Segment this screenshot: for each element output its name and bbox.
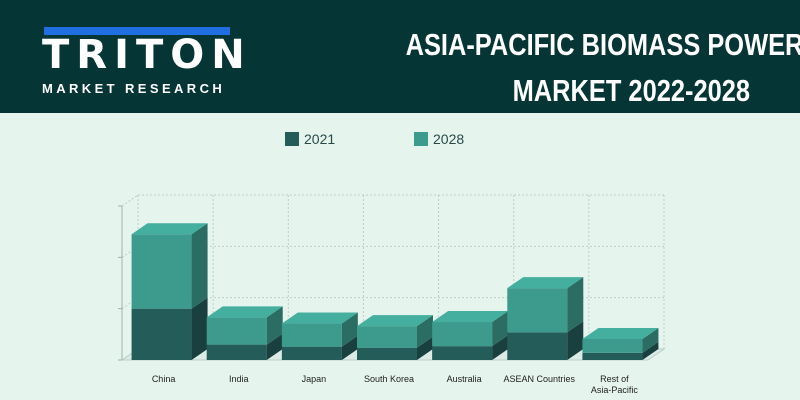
bar-2028-china-top [131, 223, 208, 235]
bar-2021-japan-side [341, 335, 358, 360]
bar-2028-south-korea-side [417, 315, 433, 348]
bar-2028-india-top [206, 306, 283, 318]
bar-2028-india-front [206, 317, 267, 345]
legend-item-2021: 2021 [285, 131, 335, 147]
page-title-line2: MARKET 2022-2028 [512, 73, 750, 108]
bar-2021-australia-front [432, 346, 493, 360]
bar-2028-rest-of-asia-pacific-side [642, 327, 659, 353]
bar-2021-rest-of-asia-pacific-front [582, 352, 643, 360]
x-tick-label: China [152, 374, 176, 384]
page-title-line1: ASIA-PACIFIC BIOMASS POWER [405, 27, 800, 62]
bar-2021-australia-side [492, 335, 509, 360]
header-banner: TRITON MARKET RESEARCH ASIA-PACIFIC BIOM… [0, 0, 800, 113]
logo-wordmark: TRITON [42, 32, 252, 78]
bar-2021-south-korea-front [357, 347, 417, 360]
x-tick-label: Rest of Asia-Pacific [591, 374, 639, 395]
bar-2028-south-korea-front [357, 326, 417, 348]
x-tick-label: Japan [302, 374, 327, 384]
x-tick-label: Australia [447, 374, 482, 384]
bar-2021-china-front [131, 308, 192, 360]
legend-item-2028: 2028 [414, 131, 464, 147]
chart-legend: 2021 2028 [0, 131, 800, 151]
bar-2028-australia-top [432, 311, 509, 323]
bar-2021-asean-countries-front [507, 332, 568, 360]
bar-2028-australia-side [492, 311, 509, 347]
bar-2028-asean-countries-side [567, 277, 584, 333]
bar-2028-china-side [191, 223, 208, 309]
x-tick-label: South Korea [364, 374, 414, 384]
legend-label-2028: 2028 [433, 131, 465, 147]
bar-2021-india-front [206, 344, 267, 360]
bar-2021-india-side [266, 333, 283, 360]
legend-swatch-2028 [414, 132, 428, 146]
bar-2028-south-korea-top [357, 315, 433, 327]
bar-2028-india-side [266, 306, 283, 345]
bar-2028-australia-front [432, 322, 493, 347]
bar-2021-rest-of-asia-pacific-side [642, 341, 659, 360]
x-tick-label: India [229, 374, 249, 384]
bar-2028-rest-of-asia-pacific-top [582, 327, 659, 339]
bar-2028-japan-top [281, 312, 358, 324]
legend-label-2021: 2021 [304, 131, 336, 147]
bar-2028-asean-countries-top [507, 277, 584, 289]
page-title: ASIA-PACIFIC BIOMASS POWER MARKET 2022-2… [405, 22, 800, 114]
bar-2021-china-side [191, 297, 208, 360]
logo-accent-bar [44, 27, 230, 35]
triton-logo: TRITON MARKET RESEARCH [40, 27, 245, 99]
bar-2028-japan-side [341, 312, 358, 347]
logo-tagline: MARKET RESEARCH [42, 81, 226, 96]
bar-2021-south-korea-side [417, 336, 433, 360]
x-tick-label: ASEAN Countries [504, 374, 576, 384]
gridline-diag [121, 194, 139, 207]
bar-2028-japan-front [281, 323, 342, 347]
bar-2021-asean-countries-side [567, 321, 584, 360]
bar-2028-china-front [131, 234, 192, 309]
bar-2028-asean-countries-front [507, 288, 568, 333]
bar-2021-japan-front [281, 346, 342, 360]
bar-2028-rest-of-asia-pacific-front [582, 338, 643, 353]
legend-swatch-2021 [285, 132, 299, 146]
